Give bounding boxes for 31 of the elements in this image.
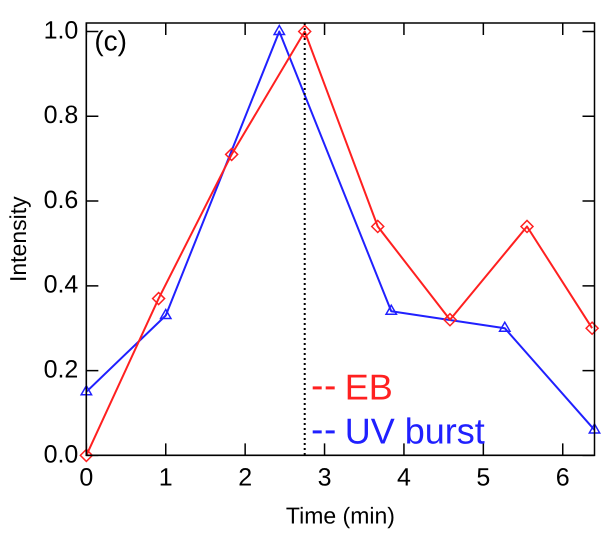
y-tick-label: 0.0 — [44, 440, 78, 468]
point — [588, 423, 600, 434]
point — [80, 448, 94, 462]
annotation: (c) — [94, 26, 128, 57]
x-tick-label: 5 — [476, 463, 490, 492]
x-tick-label: 1 — [158, 463, 173, 492]
x-tick-label: 2 — [238, 463, 252, 492]
point — [498, 321, 511, 332]
y-tick-label: 0.4 — [44, 270, 78, 299]
y-tick-label: 0.2 — [44, 356, 78, 384]
x-tick-label: 0 — [79, 463, 94, 492]
y-tick-label: 0.8 — [44, 101, 78, 130]
y-tick-label: 1.0 — [44, 16, 78, 44]
point — [80, 385, 92, 396]
x-tick-label: 6 — [556, 463, 570, 492]
y-tick-label: 0.6 — [44, 186, 78, 214]
point — [585, 321, 599, 335]
point — [152, 292, 166, 306]
point — [224, 148, 238, 162]
y-axis-title: Intensity — [5, 196, 32, 282]
point — [160, 308, 172, 320]
point — [370, 220, 384, 234]
x-tick-label: 3 — [318, 463, 332, 492]
legend-label: UV burst — [344, 410, 485, 452]
point — [520, 220, 534, 234]
point — [385, 304, 398, 316]
point — [443, 312, 457, 326]
legend-label: EB — [344, 366, 393, 408]
x-tick-label: 4 — [396, 463, 411, 492]
point — [298, 24, 312, 38]
x-axis-title: Time (min) — [286, 502, 395, 529]
